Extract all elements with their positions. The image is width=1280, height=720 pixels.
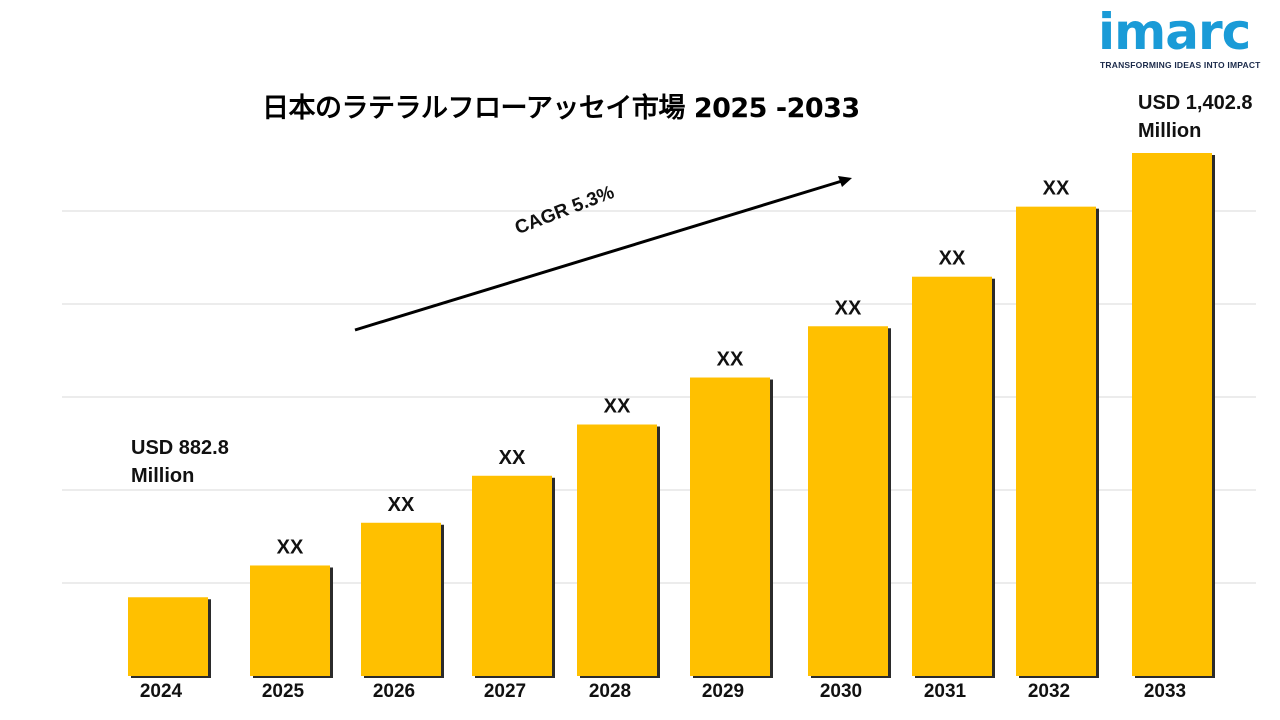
x-tick-label: 2027 [484,681,526,702]
x-tick-label: 2024 [140,681,183,702]
x-tick-label: 2031 [924,681,967,702]
bar-2025 [250,565,330,676]
x-tick-label: 2028 [589,681,631,702]
bar-2030 [808,326,888,676]
logo-tagline: TRANSFORMING IDEAS INTO IMPACT [1100,60,1261,70]
cagr-arrow [354,176,852,332]
last-value-line1: USD 1,402.8 [1138,92,1253,114]
bar-2027 [472,475,552,676]
bar-2026 [361,522,441,676]
bar-2031 [912,276,992,676]
x-tick-label: 2032 [1028,681,1070,702]
value-label: XX [499,447,526,469]
x-tick-label: 2030 [820,681,862,702]
value-label: XX [717,349,744,371]
x-tick-label: 2033 [1144,681,1186,702]
value-label: XX [1043,178,1070,200]
last-value-callout: USD 1,402.8 Million [1138,89,1253,145]
value-labels: XX XX XX XX XX XX XX XX [277,178,1070,559]
x-tick-label: 2025 [262,681,305,702]
last-value-line2: Million [1138,120,1202,142]
bars [128,153,1215,678]
logo-wordmark: imarc [1098,3,1251,61]
bar-2033 [1132,153,1212,676]
value-label: XX [835,297,862,319]
x-tick-label: 2029 [702,681,744,702]
x-axis-labels: 2024 2025 2026 2027 2028 2029 2030 2031 2032 2033 [140,681,1186,702]
bar-2028 [577,424,657,676]
imarc-logo: imarc TRANSFORMING IDEAS INTO IMPACT [1098,2,1261,72]
bar-2032 [1016,206,1096,676]
bar-2024 [128,597,208,676]
x-tick-label: 2026 [373,681,415,702]
bar-2029 [690,377,770,676]
first-value-callout: USD 882.8 Million [131,434,229,490]
value-label: XX [939,248,966,270]
chart-title: 日本のラテラルフローアッセイ市場 2025 -2033 [262,93,860,124]
value-label: XX [388,494,415,516]
value-label: XX [604,396,631,418]
first-value-line1: USD 882.8 [131,437,229,459]
value-label: XX [277,536,304,558]
first-value-line2: Million [131,465,195,487]
